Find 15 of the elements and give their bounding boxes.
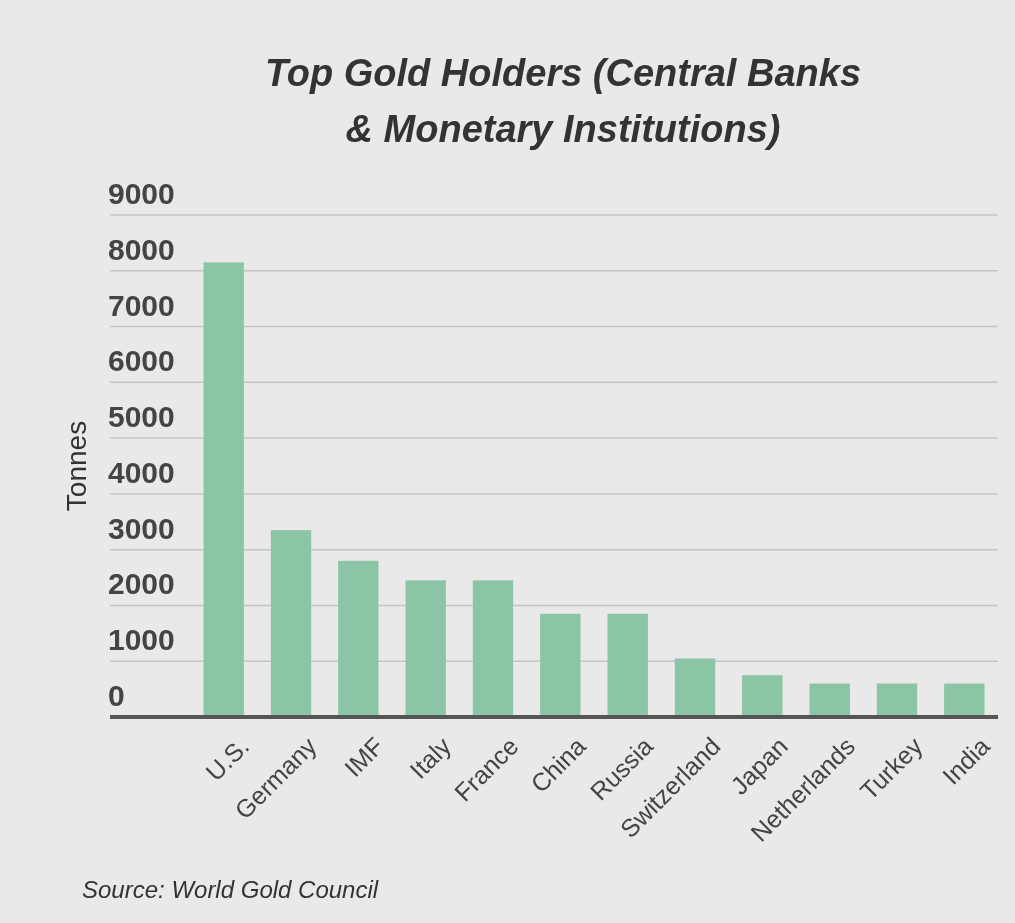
y-axis-title: Tonnes <box>61 420 92 512</box>
y-tick-label: 3000 <box>108 511 175 545</box>
source-note: Source: World Gold Council <box>82 876 379 903</box>
y-tick-label: 9000 <box>108 177 175 210</box>
y-tick-label: 2000 <box>108 567 175 601</box>
y-tick-label: 8000 <box>108 232 175 266</box>
y-tick-label: 5000 <box>108 400 175 434</box>
y-tick-label: 1000 <box>108 623 175 657</box>
x-tick-label: IMF <box>338 731 389 782</box>
y-tick-label: 4000 <box>108 455 175 489</box>
y-tick-label: 7000 <box>108 288 175 322</box>
chart-title: Top Gold Holders (Central Banks & Monetary Institutions) <box>264 52 862 150</box>
y-tick-label: 0 <box>108 679 125 712</box>
y-tick-label: 6000 <box>108 344 175 378</box>
x-tick-label: Italy <box>403 731 457 784</box>
